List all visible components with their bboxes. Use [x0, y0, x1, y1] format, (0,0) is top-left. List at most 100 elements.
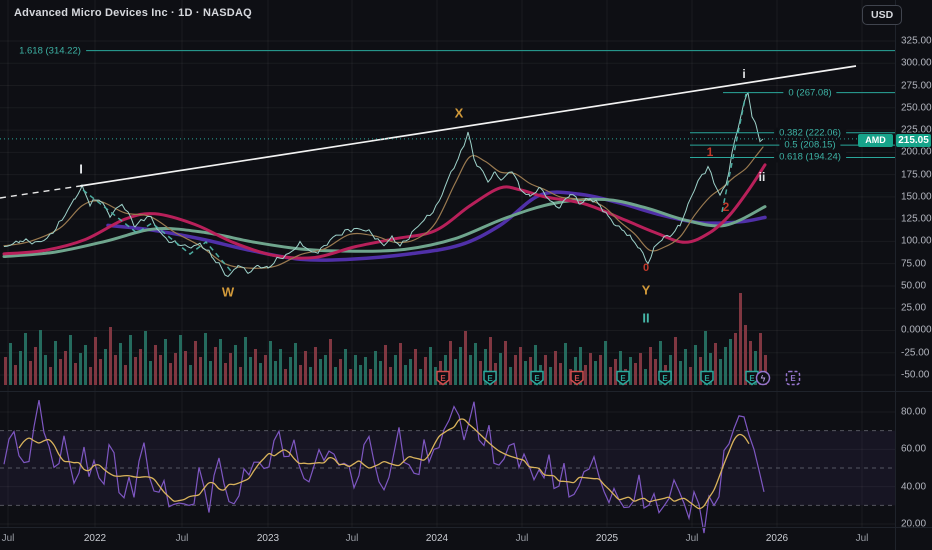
volume-bar: [734, 333, 737, 385]
volume-bar: [189, 365, 192, 385]
fib-level-label[interactable]: 0.618 (194.24): [774, 151, 846, 163]
earnings-beat-icon[interactable]: [483, 370, 497, 386]
volume-bar: [159, 355, 162, 385]
earnings-miss-icon[interactable]: [570, 370, 584, 386]
volume-bar: [744, 325, 747, 385]
wave-path-up[interactable]: [721, 93, 747, 213]
wave-path-down[interactable]: [82, 189, 232, 272]
time-axis-label: 2022: [83, 533, 107, 544]
volume-bar: [304, 351, 307, 385]
volume-bar: [254, 349, 257, 385]
volume-bar: [329, 339, 332, 385]
fib-level-label[interactable]: 0.382 (222.06): [774, 127, 846, 139]
volume-bar: [499, 353, 502, 385]
earnings-beat-icon[interactable]: [700, 370, 714, 386]
lightning-icon: ϟ: [761, 374, 766, 384]
price-series[interactable]: [3, 91, 764, 278]
volume-bar: [534, 345, 537, 385]
volume-bar: [524, 361, 527, 385]
earnings-beat-icon[interactable]: [658, 370, 672, 386]
time-axis-label: Jul: [1, 533, 15, 544]
fib-level-label[interactable]: 0 (267.08): [783, 87, 837, 99]
volume-bar: [454, 359, 457, 385]
volume-bar: [294, 343, 297, 385]
wave-label-X[interactable]: X: [454, 105, 464, 121]
price-axis-label: 225.00: [901, 124, 932, 136]
flash-circle-icon[interactable]: [755, 370, 771, 386]
volume-bar: [264, 355, 267, 385]
volume-bar: [399, 343, 402, 385]
volume-bar: [74, 363, 77, 385]
volume-bar: [259, 363, 262, 385]
volume-bar: [634, 363, 637, 385]
volume-bar: [29, 361, 32, 385]
volume-bar: [374, 351, 377, 385]
symbol-title[interactable]: Advanced Micro Devices Inc · 1D · NASDAQ: [14, 7, 252, 19]
currency-button[interactable]: USD: [862, 5, 903, 25]
earnings-letter: E: [620, 374, 626, 383]
oscillator-axis-label: 60.00: [901, 443, 927, 455]
volume-bar: [284, 369, 287, 385]
oscillator-main-line: [3, 399, 765, 534]
volume-bar: [379, 361, 382, 385]
volume-bar: [474, 343, 477, 385]
ma-mid-crimson[interactable]: [2, 163, 767, 260]
volume-bar: [99, 359, 102, 385]
time-axis-label: 2023: [256, 533, 280, 544]
price-axis-label: -50.00: [901, 369, 930, 381]
volume-bar: [219, 339, 222, 385]
volume-bar: [339, 359, 342, 385]
volume-bar: [359, 365, 362, 385]
price-axis-label: 275.00: [901, 80, 932, 92]
wave-label-ii[interactable]: ii: [758, 170, 766, 184]
fib-level-label[interactable]: 0.5 (208.15): [779, 139, 841, 151]
wave-label-II[interactable]: II: [642, 310, 650, 326]
volume-bar: [509, 367, 512, 385]
upcoming-earnings-icon[interactable]: [785, 370, 801, 386]
volume-bar: [279, 349, 282, 385]
volume-bar: [94, 337, 97, 385]
symbol-price-chip[interactable]: AMD: [858, 134, 893, 147]
time-axis-label: 2024: [425, 533, 449, 544]
trendline-main[interactable]: [79, 65, 857, 187]
volume-bar: [644, 369, 647, 385]
earnings-beat-icon[interactable]: [530, 370, 544, 386]
ma-fast-tan[interactable]: [3, 146, 764, 269]
volume-bar: [759, 333, 762, 385]
wave-label-Y[interactable]: Y: [641, 282, 651, 298]
volume-bar: [144, 331, 147, 385]
earnings-letter: E: [704, 374, 710, 383]
wave-label-2[interactable]: 2: [722, 200, 730, 214]
wave-label-W[interactable]: W: [221, 284, 235, 300]
volume-bar: [44, 355, 47, 385]
earnings-beat-icon[interactable]: [745, 370, 759, 386]
price-axis-label: 325.00: [901, 35, 932, 47]
fib-level-label[interactable]: 1.618 (314.22): [14, 45, 86, 57]
earnings-miss-icon[interactable]: [436, 370, 450, 386]
wave-label-0[interactable]: 0: [642, 262, 650, 274]
volume-bar: [109, 327, 112, 385]
earnings-beat-icon[interactable]: [616, 370, 630, 386]
volume-bar: [224, 363, 227, 385]
volume-bar: [324, 355, 327, 385]
volume-bar: [719, 359, 722, 385]
volume-bar: [39, 330, 42, 385]
oscillator-axis-label: 40.00: [901, 481, 927, 493]
price-axis-label: 150.00: [901, 191, 932, 203]
volume-bar: [89, 367, 92, 385]
wave-label-I[interactable]: I: [79, 161, 83, 177]
volume-bar: [14, 365, 17, 385]
volume-bar: [204, 333, 207, 385]
wave-label-1[interactable]: 1: [706, 145, 714, 159]
earnings-letter: E: [440, 374, 446, 383]
volume-bar: [729, 339, 732, 385]
wave-label-i[interactable]: i: [742, 67, 746, 81]
trendline-dashed-left[interactable]: [0, 185, 81, 199]
volume-bar: [274, 361, 277, 385]
volume-bar: [169, 363, 172, 385]
volume-bar: [489, 337, 492, 385]
volume-bar: [459, 347, 462, 385]
volume-bar: [249, 357, 252, 385]
